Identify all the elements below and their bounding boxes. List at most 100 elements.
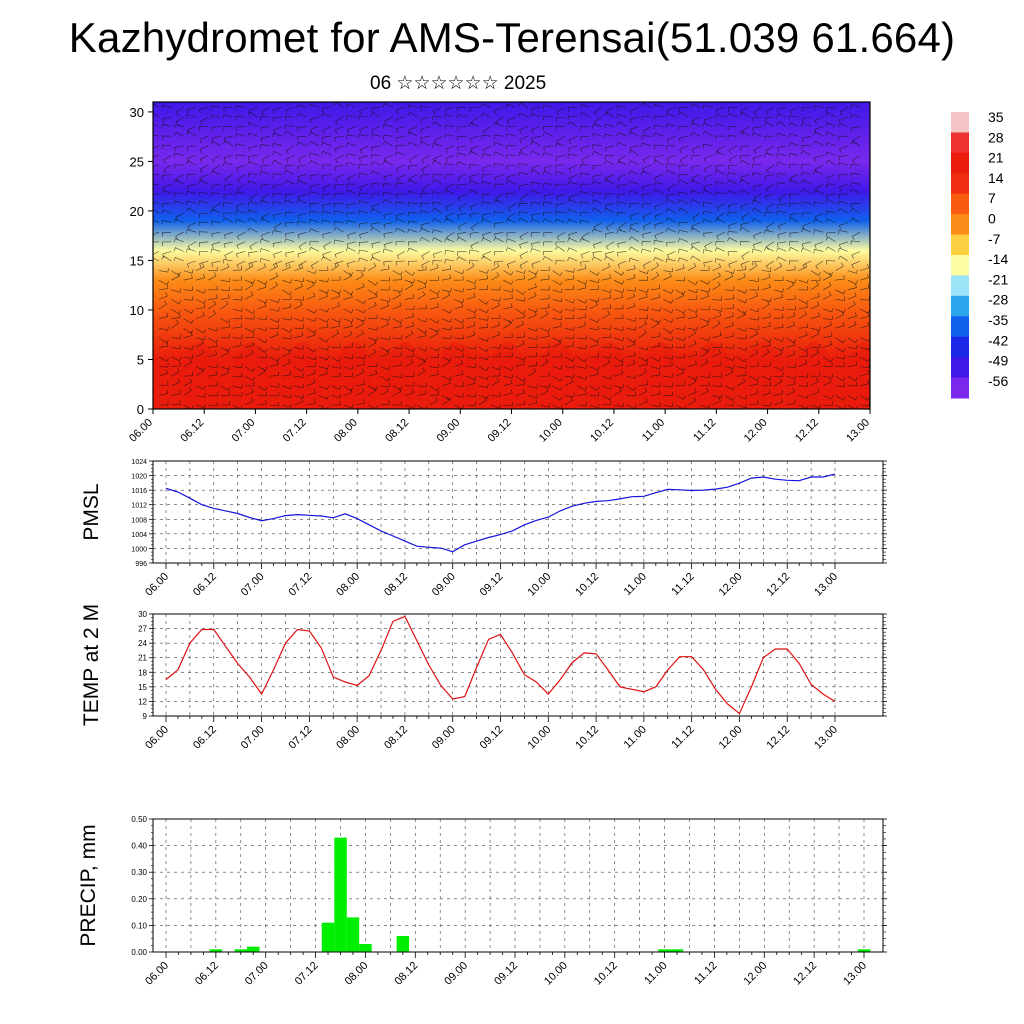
x-tick-label: 06.12 — [191, 571, 219, 599]
wind-barb — [579, 112, 590, 118]
wind-barb — [358, 222, 369, 229]
wind-barb — [604, 178, 615, 185]
wind-barb — [679, 155, 689, 164]
wind-barb — [186, 114, 196, 119]
wind-barb — [490, 330, 500, 339]
wind-barb — [433, 155, 443, 163]
wind-barb — [466, 345, 477, 350]
wind-barb — [690, 132, 701, 137]
wind-barb — [724, 321, 734, 329]
precip-bar — [396, 936, 410, 952]
wind-barb — [185, 200, 196, 205]
wind-barb — [306, 327, 317, 334]
wind-barb — [798, 331, 808, 339]
wind-barb — [601, 385, 612, 390]
wind-barb — [527, 384, 538, 389]
wind-barb — [444, 125, 455, 130]
wind-barb — [171, 334, 181, 339]
wind-barb — [724, 272, 734, 281]
wind-barb — [613, 270, 625, 276]
wind-barb — [837, 162, 848, 167]
wind-barb — [466, 355, 477, 360]
wind-barb — [380, 286, 390, 291]
wind-barb — [269, 298, 280, 304]
wind-barb — [491, 314, 501, 319]
wind-barb — [835, 395, 846, 401]
y-tick-label: 0.00 — [131, 948, 147, 957]
wind-barb — [222, 114, 233, 119]
wind-barb — [162, 116, 172, 123]
wind-barb — [232, 275, 243, 281]
wind-barb — [158, 337, 169, 344]
wind-barb — [321, 219, 332, 224]
wind-barb — [800, 188, 812, 195]
wind-barb — [687, 351, 698, 358]
wind-barb — [555, 116, 565, 123]
x-tick-label: 11.00 — [642, 960, 669, 987]
wind-barb — [736, 356, 747, 363]
wind-barb — [727, 231, 738, 236]
colorbar-label: 35 — [988, 109, 1004, 125]
wind-barb — [752, 183, 762, 191]
wind-barb — [823, 340, 833, 348]
wind-barb — [297, 135, 307, 141]
wind-barb — [355, 354, 366, 359]
wind-barb — [195, 311, 205, 319]
wind-barb — [162, 183, 172, 192]
wind-barb — [592, 192, 602, 197]
wind-barb — [431, 217, 443, 223]
wind-barb — [297, 212, 307, 220]
wind-barb — [847, 361, 858, 367]
wind-barb — [260, 144, 270, 149]
wind-barb — [392, 288, 403, 293]
wind-barb — [650, 371, 661, 377]
wind-barb — [666, 155, 676, 162]
wind-barb — [712, 343, 722, 348]
wind-barb — [368, 362, 378, 368]
wind-barb — [702, 210, 713, 216]
wind-barb — [728, 155, 738, 164]
wind-barb — [367, 262, 377, 271]
wind-barb — [837, 208, 848, 214]
wind-barb — [220, 318, 231, 324]
wind-barb — [355, 266, 366, 272]
wind-barb — [777, 222, 787, 231]
wind-barb — [481, 201, 492, 206]
wind-barb — [665, 227, 676, 233]
y-tick-label: 1020 — [131, 474, 147, 481]
wind-barb — [618, 222, 627, 232]
wind-barb — [343, 293, 353, 300]
wind-barb — [628, 181, 639, 186]
wind-barb — [691, 145, 701, 154]
wind-barb — [173, 238, 184, 243]
wind-barb — [555, 203, 565, 209]
wind-barb — [613, 386, 623, 396]
wind-barb — [162, 135, 172, 140]
wind-barb — [579, 219, 590, 225]
wind-barb — [272, 151, 283, 156]
wind-barb — [542, 201, 553, 206]
wind-barb — [359, 231, 369, 239]
wind-barb — [589, 391, 599, 397]
wind-barb — [232, 384, 243, 389]
wind-barb — [259, 258, 270, 263]
wind-barb — [211, 241, 221, 249]
wind-barb — [810, 360, 820, 367]
y-tick-label: 21 — [138, 654, 147, 663]
wind-barb — [605, 222, 615, 231]
wind-barb — [690, 246, 701, 252]
wind-barb — [334, 183, 344, 190]
wind-barb — [626, 317, 637, 322]
wind-barb — [850, 126, 861, 132]
wind-barb — [653, 144, 664, 150]
wind-barb — [847, 381, 858, 387]
wind-barb — [736, 327, 748, 332]
wind-barb — [503, 319, 512, 329]
wind-barb — [564, 364, 575, 369]
wind-barb — [441, 326, 452, 331]
wind-barb — [798, 373, 809, 378]
wind-barb — [331, 301, 340, 310]
wind-barb — [407, 260, 418, 266]
wind-barb — [592, 144, 602, 149]
